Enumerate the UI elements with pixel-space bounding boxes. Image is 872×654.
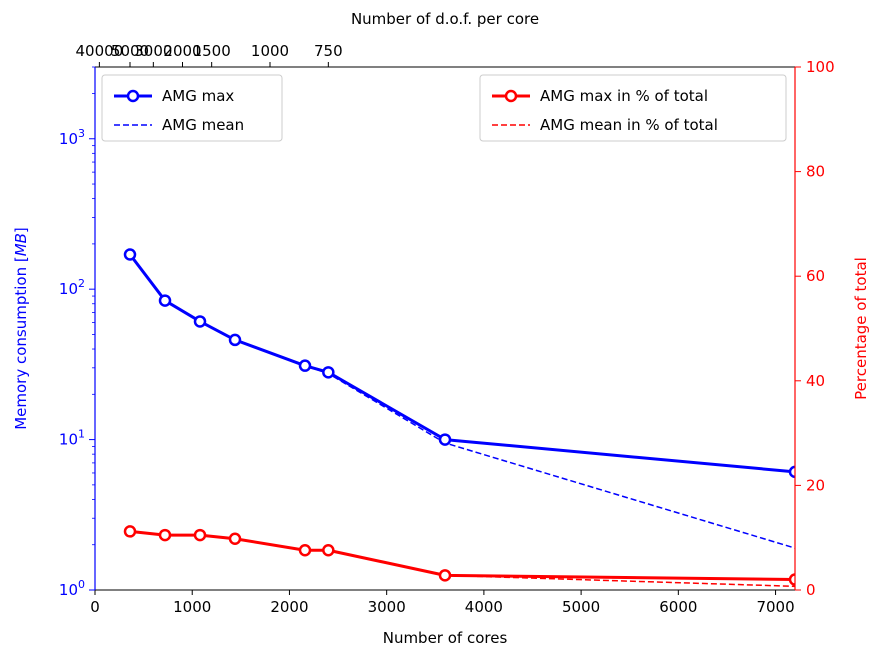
top-tick-label: 1000 [251, 42, 289, 60]
legend-right: AMG max in % of total AMG mean in % of to… [479, 74, 787, 142]
data-point-0-0 [123, 248, 137, 261]
legend-left-label: AMG mean [162, 116, 244, 134]
y-left-title-close: ] [12, 227, 30, 233]
y-left-tick-label: 101 [59, 428, 85, 449]
data-point-0-2 [193, 315, 207, 328]
data-point-0-1 [158, 294, 172, 307]
legend-left-label: AMG max [162, 87, 234, 105]
y-left-tick-label: 103 [59, 127, 85, 148]
data-point-0-7 [788, 465, 795, 479]
y-right-tick-label: 0 [806, 581, 816, 599]
x-axis-title: Number of cores [383, 629, 508, 647]
top-tick-label: 40000 [76, 42, 124, 60]
top-tick-label: 3000 [134, 42, 172, 60]
y-right-axis-title: Percentage of total [852, 257, 870, 400]
data-point-0-4 [298, 359, 312, 372]
top-tick-label: 750 [314, 42, 343, 60]
data-point-2-7 [788, 573, 795, 586]
top-tick-label: 2000 [163, 42, 201, 60]
data-point-0-6 [438, 433, 452, 446]
series-group [123, 248, 795, 588]
plot-area [123, 248, 795, 588]
series-line-0 [128, 253, 795, 474]
top-axis-title: Number of d.o.f. per core [351, 10, 539, 28]
data-point-2-6 [438, 569, 452, 582]
legend-right-swatch-marker [504, 89, 518, 103]
legend-left: AMG max AMG mean [101, 74, 283, 142]
data-point-2-5 [322, 544, 335, 557]
y-right-tick-label: 20 [806, 476, 825, 494]
y-right-tick-label: 60 [806, 267, 825, 285]
y-right-tick-label: 100 [806, 58, 835, 76]
x-tick-label: 1000 [173, 598, 211, 616]
tick-exponent: 3 [78, 127, 85, 140]
tick-base: 10 [59, 431, 78, 449]
top-tick-label: 1500 [193, 42, 231, 60]
legend-right-label: AMG max in % of total [540, 87, 708, 105]
y-left-tick-label: 100 [59, 578, 85, 599]
tick-exponent: 1 [78, 428, 85, 441]
tick-base: 10 [59, 581, 78, 599]
series-line-1 [129, 254, 795, 549]
data-point-2-4 [298, 544, 312, 557]
y-right-tick-label: 40 [806, 372, 825, 390]
x-tick-label: 6000 [659, 598, 697, 616]
data-point-2-2 [193, 528, 207, 542]
data-point-0-3 [228, 333, 242, 347]
y-left-title-unit: MB [12, 233, 30, 256]
top-tick-label: 5000 [111, 42, 149, 60]
legend-right-label: AMG mean in % of total [540, 116, 718, 134]
legend-left-swatch-marker [126, 89, 140, 103]
y-left-tick-label: 102 [59, 277, 85, 298]
x-tick-label: 0 [90, 598, 100, 616]
x-tick-label: 2000 [270, 598, 308, 616]
legend-right-box [479, 74, 787, 142]
tick-exponent: 2 [78, 277, 85, 290]
data-point-0-5 [322, 366, 335, 379]
x-tick-label: 3000 [368, 598, 406, 616]
y-right-tick-label: 80 [806, 163, 825, 181]
data-point-2-0 [123, 525, 137, 538]
x-tick-label: 7000 [756, 598, 794, 616]
tick-exponent: 0 [78, 578, 85, 591]
y-left-axis-title: Memory consumption [MB] [12, 227, 30, 430]
y-left-title-main: Memory consumption [ [12, 256, 30, 430]
data-point-2-1 [158, 528, 172, 542]
x-tick-label: 5000 [562, 598, 600, 616]
tick-base: 10 [59, 280, 78, 298]
tick-base: 10 [59, 130, 78, 148]
x-tick-label: 4000 [465, 598, 503, 616]
data-point-2-3 [228, 532, 242, 545]
